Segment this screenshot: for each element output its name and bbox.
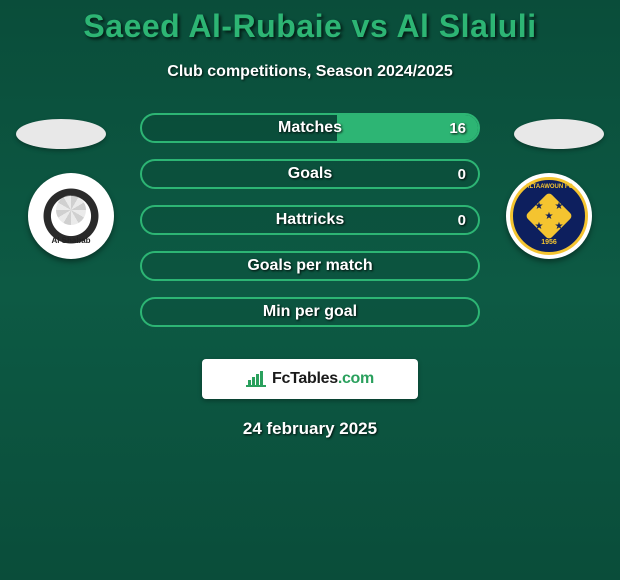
stat-row: Matches16 — [140, 113, 480, 143]
club-badge-left-text: Al Shabab — [51, 236, 90, 245]
stat-label: Matches — [142, 115, 478, 141]
player-photo-left — [16, 119, 106, 149]
stat-value-right: 0 — [446, 161, 478, 187]
stat-label: Hattricks — [142, 207, 478, 233]
stat-value-right: 0 — [446, 207, 478, 233]
taawoun-crest-icon: ALTAAWOUN FC ★★★★★ 1956 — [510, 177, 588, 255]
club-badge-right: ALTAAWOUN FC ★★★★★ 1956 — [506, 173, 592, 259]
club-badge-right-year: 1956 — [541, 239, 557, 246]
brand-watermark: FcTables.com — [202, 359, 418, 399]
stat-row: Goals0 — [140, 159, 480, 189]
stat-label: Min per goal — [142, 299, 478, 325]
stat-label: Goals — [142, 161, 478, 187]
bar-chart-icon — [246, 371, 266, 387]
date-line: 24 february 2025 — [0, 419, 620, 439]
brand-domain: .com — [338, 370, 374, 387]
club-badge-right-text: ALTAAWOUN FC — [525, 184, 573, 190]
stat-value-right: 16 — [437, 115, 478, 141]
stats-area: Al Shabab ALTAAWOUN FC ★★★★★ 1956 Matche… — [0, 113, 620, 353]
brand-name: FcTables — [272, 370, 338, 387]
shabab-crest-icon: Al Shabab — [36, 181, 106, 251]
stat-row: Goals per match — [140, 251, 480, 281]
subtitle: Club competitions, Season 2024/2025 — [0, 63, 620, 81]
page-title: Saeed Al-Rubaie vs Al Slaluli — [0, 0, 620, 45]
comparison-bars: Matches16Goals0Hattricks0Goals per match… — [140, 113, 480, 343]
player-photo-right — [514, 119, 604, 149]
club-badge-left: Al Shabab — [28, 173, 114, 259]
stat-label: Goals per match — [142, 253, 478, 279]
stat-row: Hattricks0 — [140, 205, 480, 235]
stat-row: Min per goal — [140, 297, 480, 327]
brand-text: FcTables.com — [272, 370, 374, 388]
